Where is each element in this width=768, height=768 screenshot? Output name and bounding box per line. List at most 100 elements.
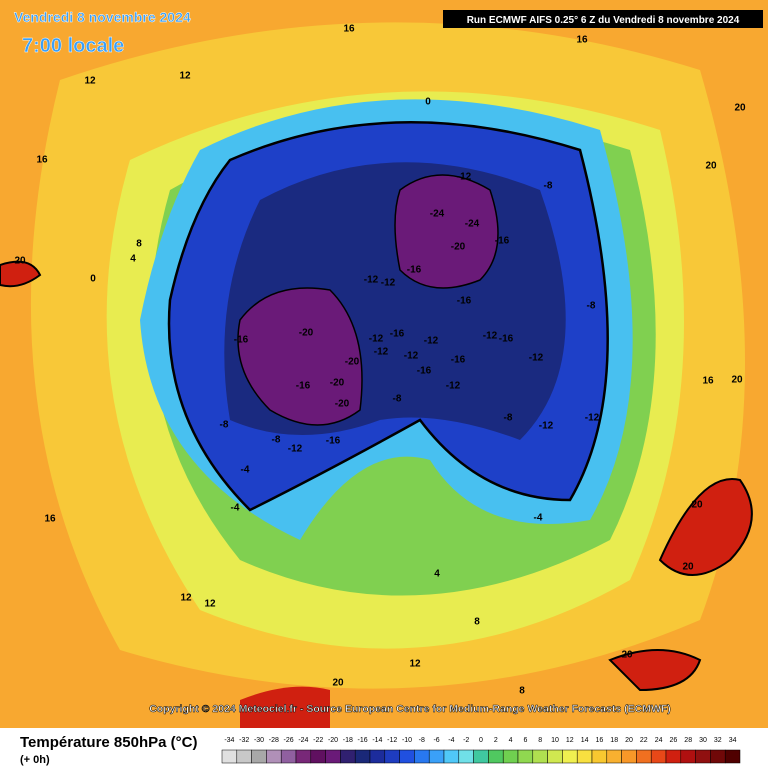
color-swatch <box>221 749 238 764</box>
contour-label: -16 <box>495 236 510 247</box>
contour-label: 8 <box>474 617 480 628</box>
contour-label: 16 <box>44 514 56 525</box>
contour-label: -16 <box>457 296 472 307</box>
contour-label: -12 <box>585 413 600 424</box>
colorbar-tick-label: -22 <box>313 737 323 744</box>
colorbar-tick-label: -26 <box>284 737 294 744</box>
contour-label: 20 <box>682 562 694 573</box>
colorbar-tick-label: 0 <box>479 737 483 744</box>
colorbar-tick-label: 34 <box>729 737 737 744</box>
contour-label: -20 <box>335 399 350 410</box>
contour-label: -20 <box>345 357 360 368</box>
colorbar-tick-label: 8 <box>538 737 542 744</box>
colorbar-tick-label: -10 <box>402 737 412 744</box>
colorbar-tick-label: 12 <box>566 737 574 744</box>
contour-label: 20 <box>691 500 703 511</box>
colorbar-tick-label: -28 <box>269 737 279 744</box>
map-time: 7:00 locale <box>22 35 124 57</box>
color-swatch <box>310 749 326 764</box>
colorbar-tick-label: -32 <box>239 737 249 744</box>
color-swatch <box>724 749 741 764</box>
contour-label: -4 <box>534 513 543 524</box>
colorbar-tick-label: 32 <box>714 737 722 744</box>
contour-label: -20 <box>299 328 314 339</box>
color-swatch <box>650 749 667 764</box>
contour-label: -12 <box>369 334 384 345</box>
contour-label: 4 <box>130 254 136 265</box>
contour-label: 12 <box>204 599 216 610</box>
colorbar-tick-label: 2 <box>494 737 498 744</box>
color-swatch <box>665 749 682 764</box>
colorbar: -34 -32 -30 -28 -26 -24 -22 -20 -18 -16 -14 -12 -10-… <box>221 737 741 764</box>
contour-label: -12 <box>364 275 379 286</box>
contour-label: 12 <box>84 76 96 87</box>
contour-label: -4 <box>231 503 240 514</box>
color-swatch <box>636 749 652 764</box>
colorbar-tick-label: -20 <box>328 737 338 744</box>
colorbar-tick-label: 24 <box>655 737 663 744</box>
color-swatch <box>369 749 386 764</box>
color-swatch <box>517 749 534 764</box>
hot-region <box>240 686 330 728</box>
contour-label: -8 <box>587 301 596 312</box>
colorbar-tick-label: -14 <box>372 737 382 744</box>
color-swatch <box>384 749 400 764</box>
color-swatch <box>606 749 622 764</box>
cold-core <box>394 174 499 289</box>
color-swatch <box>502 749 519 764</box>
contour-label: -12 <box>288 444 303 455</box>
color-swatch <box>473 749 489 764</box>
colorbar-tick-label: -16 <box>358 737 368 744</box>
contour-label: -12 <box>381 278 396 289</box>
contour-label: 0 <box>425 97 431 108</box>
color-swatch <box>458 749 474 764</box>
color-swatch <box>443 749 460 764</box>
color-swatch <box>280 749 297 764</box>
hot-region <box>658 478 753 576</box>
contour-label: 16 <box>576 35 588 46</box>
colorbar-tick-label: -34 <box>224 737 234 744</box>
color-swatch <box>399 749 415 764</box>
color-swatch <box>325 749 341 764</box>
contour-label: -16 <box>417 366 432 377</box>
colorbar-tick-label: -8 <box>419 737 425 744</box>
contour-label: -12 <box>446 381 461 392</box>
contour-label: 8 <box>519 686 525 697</box>
color-swatch <box>576 749 593 764</box>
colorbar-tick-label: 30 <box>699 737 707 744</box>
run-info: Run ECMWF AIFS 0.25° 6 Z du Vendredi 8 n… <box>467 15 740 26</box>
contour-label: -16 <box>407 265 422 276</box>
color-swatch <box>562 749 578 764</box>
contour-label: -8 <box>272 435 281 446</box>
contour-label: 16 <box>343 24 355 35</box>
contour-label: -24 <box>430 209 445 220</box>
colorbar-tick-label: -30 <box>254 737 264 744</box>
map-date: Vendredi 8 novembre 2024 <box>14 9 191 25</box>
contour-label: -20 <box>451 242 466 253</box>
color-swatch <box>532 749 548 764</box>
contour-label: -16 <box>390 329 405 340</box>
colorbar-tick-label: -2 <box>463 737 469 744</box>
colorbar-tick-label: 18 <box>610 737 618 744</box>
contour-label: 12 <box>409 659 421 670</box>
color-swatch <box>680 749 696 764</box>
hot-region <box>608 649 702 692</box>
copyright: Copyright © 2024 Meteociel.fr - Source E… <box>149 703 671 715</box>
colorbar-tick-label: 26 <box>670 737 678 744</box>
color-swatch <box>354 749 371 764</box>
contour-label: 20 <box>621 650 633 661</box>
color-swatch <box>488 749 504 764</box>
contour-label: 12 <box>179 71 191 82</box>
color-swatch <box>547 749 563 764</box>
contour-label: -16 <box>234 335 249 346</box>
contour-label: -4 <box>241 465 250 476</box>
contour-label: 16 <box>702 376 714 387</box>
contour-label: 20 <box>731 375 743 386</box>
color-swatch <box>266 749 282 764</box>
colorbar-tick-label: 28 <box>684 737 692 744</box>
color-swatch <box>591 749 608 764</box>
colorbar-tick-label: -24 <box>298 737 308 744</box>
color-swatch <box>340 749 356 764</box>
contour-label: -8 <box>220 420 229 431</box>
